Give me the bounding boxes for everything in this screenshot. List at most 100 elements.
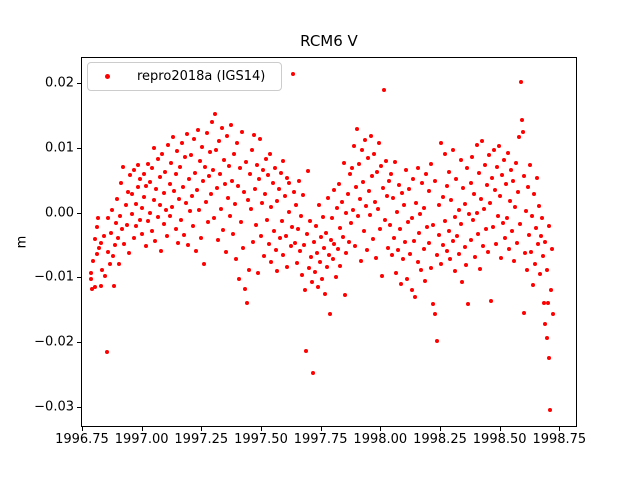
data-point <box>99 283 104 288</box>
data-point <box>490 224 495 229</box>
data-point <box>200 145 205 150</box>
data-point <box>109 207 114 212</box>
data-point <box>511 178 516 183</box>
data-point <box>469 237 474 242</box>
x-tick-mark <box>439 427 441 431</box>
data-point <box>549 247 554 252</box>
data-point <box>283 233 288 238</box>
data-point <box>451 147 456 152</box>
data-point <box>345 192 350 197</box>
data-point <box>239 219 244 224</box>
data-point <box>516 190 521 195</box>
data-point <box>265 172 270 177</box>
data-point <box>271 228 276 233</box>
data-point <box>510 229 515 234</box>
data-point <box>483 162 488 167</box>
data-point <box>374 255 379 260</box>
data-point <box>231 231 236 236</box>
data-point <box>543 321 548 326</box>
data-point <box>111 284 116 289</box>
data-point <box>485 183 489 188</box>
data-point <box>534 175 539 180</box>
data-point <box>439 261 444 266</box>
data-point <box>374 169 379 174</box>
data-point <box>463 202 468 207</box>
data-point <box>449 198 454 203</box>
data-point <box>223 182 228 186</box>
data-point <box>185 242 190 247</box>
data-point <box>242 286 247 291</box>
data-point <box>229 123 234 128</box>
data-point <box>361 229 366 234</box>
data-point <box>411 176 416 181</box>
data-point <box>122 241 127 246</box>
data-point <box>269 260 274 265</box>
data-point <box>480 138 485 143</box>
data-point <box>249 148 254 153</box>
data-point <box>227 213 232 218</box>
data-point <box>145 218 150 223</box>
data-point <box>105 250 110 255</box>
data-point <box>478 266 483 271</box>
data-point <box>125 222 130 227</box>
data-point <box>546 224 551 229</box>
data-point <box>115 235 120 240</box>
data-point <box>432 311 437 316</box>
data-point <box>280 159 285 164</box>
data-point <box>516 134 521 139</box>
data-point <box>251 240 256 245</box>
data-point <box>231 152 236 157</box>
data-point <box>195 187 200 192</box>
data-point <box>337 226 342 231</box>
x-tick-mark <box>380 427 382 431</box>
data-point <box>421 246 426 251</box>
data-point <box>365 156 370 161</box>
data-point <box>488 200 493 205</box>
data-point <box>355 126 360 131</box>
data-point <box>520 129 525 134</box>
data-point <box>217 172 222 177</box>
data-point <box>417 230 422 235</box>
data-point <box>257 177 262 182</box>
data-point <box>235 183 240 188</box>
data-point <box>540 253 545 258</box>
data-point <box>390 196 395 201</box>
data-point <box>323 230 328 235</box>
data-point <box>129 211 134 216</box>
data-point <box>183 155 188 160</box>
y-axis-label: m <box>14 235 30 249</box>
data-point <box>282 194 287 199</box>
data-point <box>215 185 220 190</box>
data-point <box>349 220 354 225</box>
data-point <box>287 180 292 185</box>
x-axis-tick-label: 1998.25 <box>413 432 467 447</box>
data-point <box>532 261 537 266</box>
data-point <box>372 151 377 156</box>
data-point <box>461 185 466 190</box>
data-point <box>524 209 529 214</box>
data-point <box>274 198 279 203</box>
data-point <box>332 187 336 192</box>
data-point <box>351 207 356 212</box>
data-point <box>294 261 299 266</box>
data-point <box>263 191 268 196</box>
data-point <box>544 336 549 341</box>
data-point <box>107 261 112 266</box>
data-point <box>117 213 122 218</box>
data-point <box>285 264 290 269</box>
data-point <box>420 181 425 186</box>
data-point <box>209 120 214 125</box>
data-point <box>233 202 238 207</box>
data-point <box>459 222 464 227</box>
x-axis-tick-label: 1997.75 <box>293 432 348 447</box>
data-point <box>276 187 281 192</box>
data-point <box>191 224 196 229</box>
data-point <box>221 158 226 163</box>
data-point <box>412 239 417 244</box>
data-point <box>382 218 387 223</box>
data-point <box>500 172 505 177</box>
data-point <box>396 248 401 253</box>
data-point <box>177 196 182 201</box>
data-point <box>465 165 470 170</box>
data-point <box>493 188 498 193</box>
